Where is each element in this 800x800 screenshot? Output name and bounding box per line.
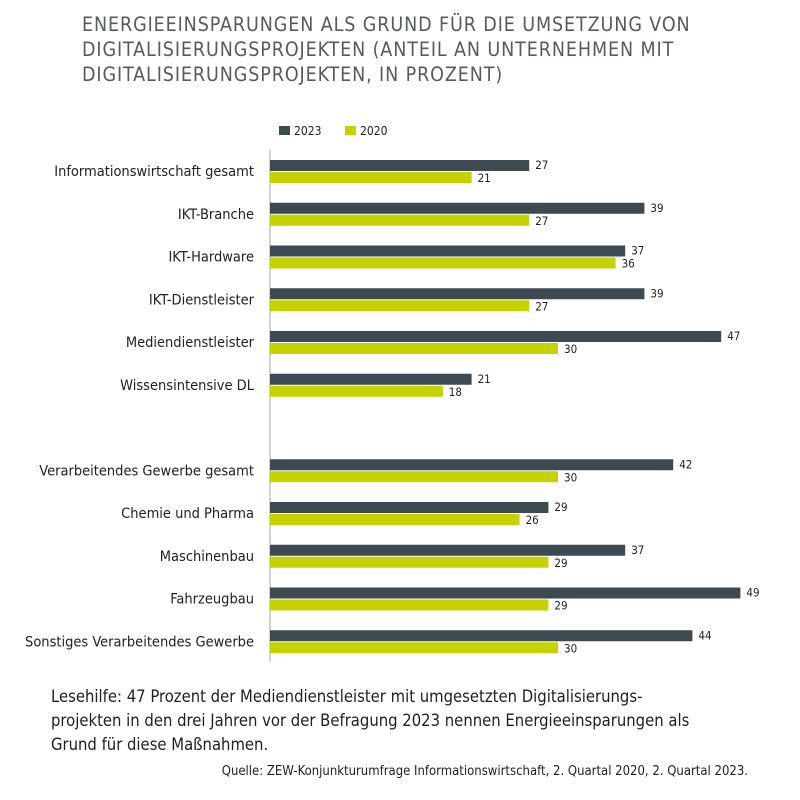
value-label-2023: 44: [698, 628, 711, 642]
bar-2023: [270, 587, 741, 599]
bar-2023: [270, 502, 549, 513]
category-label: Fahrzeugbau: [170, 592, 254, 608]
bar-2020: [270, 214, 530, 226]
category-label: Sonstiges Verarbeitendes Gewerbe: [25, 634, 254, 650]
value-label-2020: 18: [449, 385, 462, 399]
bar-2023: [270, 459, 674, 471]
bar-2020: [270, 642, 558, 654]
bar-2023: [270, 160, 530, 171]
bar-2020: [270, 514, 520, 525]
chart-title-line: DIGITALISIERUNGSPROJEKTEN (ANTEIL AN UNT…: [82, 38, 675, 61]
bar-2020: [270, 471, 558, 483]
bar-2023: [270, 331, 722, 342]
value-label-2023: 37: [631, 543, 644, 557]
bar-2020: [270, 599, 549, 611]
value-label-2023: 27: [535, 158, 548, 172]
reading-aid-line: Lesehilfe: 47 Prozent der Mediendienstle…: [51, 687, 643, 706]
value-label-2020: 36: [622, 257, 635, 271]
value-label-2020: 27: [535, 214, 548, 228]
reading-aid-line: Grund für diese Maßnahmen.: [51, 735, 269, 754]
legend-label-2023: 2023: [294, 124, 321, 138]
bar-2023: [270, 630, 693, 642]
bar-chart: 2023 2020 Informationswirtschaft gesamt 27 2…: [25, 124, 760, 662]
category-label: IKT-Branche: [178, 207, 254, 223]
bar-2020: [270, 385, 443, 397]
value-label-2020: 21: [478, 171, 491, 185]
value-label-2023: 39: [650, 286, 663, 300]
category-label: Verarbeitendes Gewerbe gesamt: [39, 463, 254, 479]
chart-title-line: DIGITALISIERUNGSPROJEKTEN, IN PROZENT): [82, 63, 504, 86]
category-label: IKT-Hardware: [168, 250, 254, 266]
value-label-2023: 47: [727, 329, 740, 343]
value-label-2020: 26: [526, 513, 539, 527]
category-label: Mediendienstleister: [126, 335, 255, 351]
bar-2020: [270, 257, 616, 269]
value-label-2023: 21: [478, 372, 491, 386]
bar-2023: [270, 288, 645, 300]
value-label-2023: 49: [746, 586, 759, 600]
value-label-2020: 30: [564, 641, 577, 655]
category-label: Informationswirtschaft gesamt: [54, 164, 254, 180]
chart-title-line: ENERGIEEINSPARUNGEN ALS GRUND FÜR DIE UM…: [82, 13, 691, 36]
category-label: Chemie und Pharma: [121, 506, 254, 522]
reading-aid-line: projekten in den drei Jahren vor der Bef…: [51, 711, 690, 730]
value-label-2020: 27: [535, 299, 548, 313]
bar-2023: [270, 245, 626, 257]
value-label-2020: 29: [554, 556, 567, 570]
bar-2020: [270, 300, 530, 312]
category-label: Maschinenbau: [160, 549, 254, 565]
bar-2020: [270, 343, 558, 354]
category-label: IKT-Dienstleister: [149, 292, 255, 308]
bar-2023: [270, 373, 472, 385]
value-label-2020: 30: [564, 342, 577, 356]
legend-swatch-2020: [345, 126, 356, 135]
bar-2020: [270, 556, 549, 568]
value-label-2023: 39: [650, 201, 663, 215]
value-label-2023: 42: [679, 457, 692, 471]
category-label: Wissensintensive DL: [120, 378, 255, 394]
source-note: Quelle: ZEW-Konjunkturumfrage Informatio…: [221, 764, 748, 779]
value-label-2023: 37: [631, 244, 644, 258]
bar-2020: [270, 172, 472, 183]
reading-aid: Lesehilfe: 47 Prozent der Mediendienstle…: [51, 685, 689, 757]
bar-2023: [270, 202, 645, 214]
value-label-2020: 29: [554, 599, 567, 613]
value-label-2020: 30: [564, 470, 577, 484]
chart-title: ENERGIEEINSPARUNGEN ALS GRUND FÜR DIE UM…: [82, 12, 782, 87]
value-label-2023: 29: [554, 500, 567, 514]
legend-label-2020: 2020: [360, 124, 388, 138]
legend-swatch-2023: [279, 126, 290, 135]
bar-2023: [270, 544, 626, 556]
